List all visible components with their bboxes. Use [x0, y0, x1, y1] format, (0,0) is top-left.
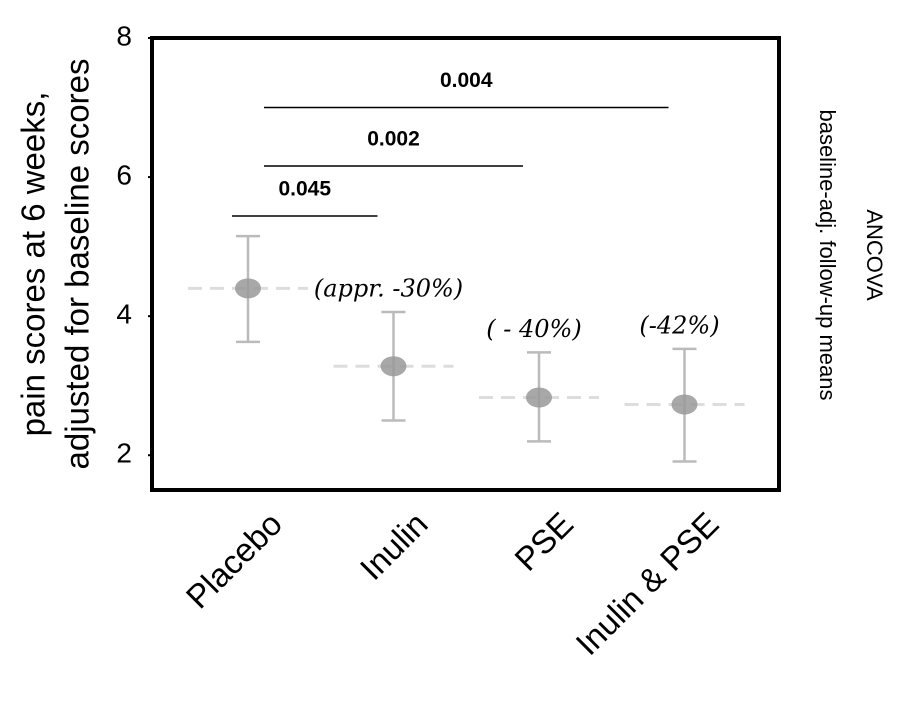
y-tick-label: 2	[116, 438, 132, 469]
right-label: ANCOVA baseline-adj. follow-up means	[815, 109, 887, 400]
y-label-line: pain scores at 6 weeks,	[15, 92, 52, 437]
x-tick-label: Inulin & PSE	[568, 505, 725, 662]
right-label-line: baseline-adj. follow-up means	[815, 109, 840, 400]
x-tick-label: Inulin	[353, 505, 435, 587]
percent-label: (appr. -30%)	[314, 274, 463, 302]
percent-label: (-42%)	[639, 311, 719, 339]
mean-point	[526, 387, 552, 408]
significance-label: 0.002	[367, 127, 420, 150]
mean-point	[671, 394, 698, 415]
significance-label: 0.045	[278, 178, 331, 201]
y-tick-label: 6	[116, 159, 132, 190]
y-label-line: adjusted for baseline scores	[59, 59, 96, 470]
y-label: pain scores at 6 weeks, adjusted for bas…	[15, 59, 96, 470]
right-label-line: ANCOVA	[862, 209, 887, 301]
percent-label: ( - 40%)	[486, 315, 581, 343]
y-tick-label: 8	[116, 20, 132, 51]
significance-label: 0.004	[440, 69, 493, 92]
mean-point	[380, 356, 407, 377]
mean-point	[235, 278, 261, 299]
x-tick-label: PSE	[507, 505, 580, 578]
y-tick-label: 4	[116, 299, 132, 330]
x-tick-label: Placebo	[179, 505, 289, 615]
plot-frame	[150, 36, 781, 492]
